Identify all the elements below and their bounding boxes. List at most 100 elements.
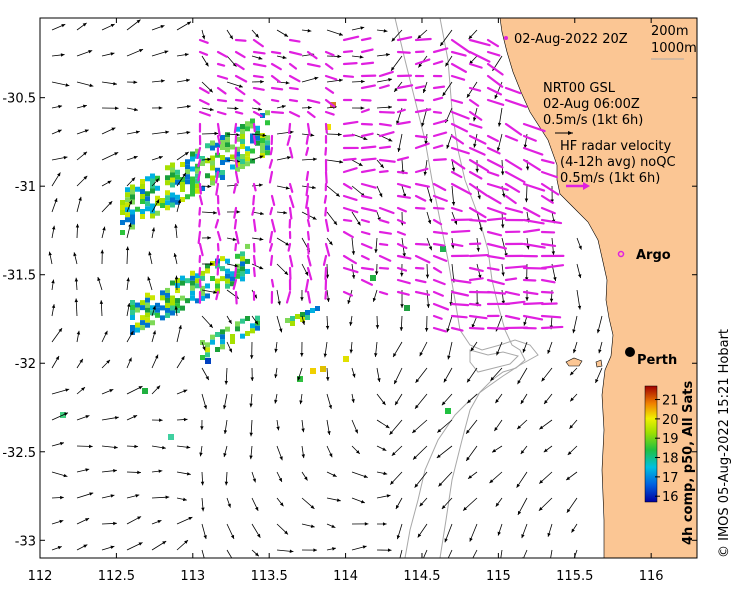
hf-arrow bbox=[396, 120, 411, 126]
gsl-arrow bbox=[468, 29, 478, 40]
hf-arrow bbox=[414, 182, 430, 188]
gsl-arrow bbox=[351, 55, 364, 59]
gsl-arrow bbox=[301, 315, 306, 325]
hf-arrow bbox=[270, 278, 275, 288]
hf-arrow bbox=[396, 108, 406, 114]
x-tick-label: 114 bbox=[333, 569, 358, 584]
x-tick-label: 113 bbox=[180, 569, 205, 584]
hf-arrow bbox=[360, 266, 375, 271]
sst-pixel bbox=[150, 173, 155, 179]
sst-pixel bbox=[142, 388, 148, 394]
y-tick-label: -32.5 bbox=[2, 446, 36, 461]
gsl-arrow bbox=[376, 29, 388, 33]
hf-arrow bbox=[432, 206, 445, 210]
hf-arrow bbox=[450, 50, 467, 57]
gsl-arrow bbox=[51, 355, 60, 369]
hf-arrow bbox=[234, 110, 244, 115]
gsl-arrow bbox=[426, 237, 433, 251]
hf-arrow bbox=[450, 134, 465, 145]
hf-arrow bbox=[324, 122, 328, 134]
sst-pixel bbox=[205, 268, 210, 274]
gsl-arrow bbox=[472, 549, 478, 558]
sst-pixel bbox=[195, 178, 200, 184]
sst-pixel bbox=[310, 308, 315, 313]
gsl-arrow bbox=[572, 315, 578, 334]
gsl-arrow bbox=[276, 237, 290, 246]
hf-arrow bbox=[216, 206, 221, 216]
hf-arrow bbox=[450, 110, 470, 120]
hf-arrow bbox=[342, 194, 358, 202]
gsl-arrow bbox=[390, 55, 403, 72]
hf-arrow bbox=[270, 74, 281, 83]
hf-arrow bbox=[468, 302, 482, 307]
sst-pixel bbox=[200, 275, 205, 281]
gsl-arrow bbox=[349, 315, 353, 326]
gsl-arrow bbox=[571, 523, 578, 533]
sst-pixel bbox=[210, 165, 215, 171]
sst-pixel bbox=[200, 295, 205, 301]
sst-pixel bbox=[225, 268, 230, 274]
hf-arrow bbox=[378, 170, 389, 174]
hf-arrow bbox=[522, 302, 544, 306]
hf-arrow bbox=[540, 290, 554, 294]
hf-arrow bbox=[468, 134, 487, 145]
gsl-arrow bbox=[351, 106, 365, 110]
sst-pixel bbox=[205, 158, 210, 164]
gsl-arrow bbox=[301, 28, 312, 33]
hf-arrow bbox=[450, 146, 470, 155]
gsl-arrow bbox=[249, 419, 253, 437]
gsl-arrow bbox=[251, 549, 260, 557]
gsl-arrow bbox=[51, 441, 65, 447]
hf-arrow bbox=[432, 218, 443, 226]
sst-pixel bbox=[160, 315, 165, 321]
sst-pixel bbox=[140, 305, 145, 311]
sst-pixel bbox=[205, 347, 210, 353]
gsl-arrow bbox=[51, 495, 64, 500]
x-tick-label: 112 bbox=[28, 569, 53, 584]
sst-pixel bbox=[130, 305, 135, 310]
hf-arrow bbox=[198, 50, 209, 56]
gsl-arrow bbox=[301, 419, 305, 433]
gsl-arrow bbox=[126, 516, 142, 525]
sst-pixel bbox=[255, 125, 260, 131]
sst-pixel bbox=[250, 118, 255, 124]
gsl-arrow bbox=[151, 199, 160, 213]
hf-arrow bbox=[522, 146, 544, 156]
sst-pixel bbox=[165, 297, 170, 303]
hf-arrow bbox=[252, 266, 256, 278]
sst-pixel bbox=[170, 167, 175, 173]
gsl-arrow bbox=[151, 385, 161, 395]
sst-pixel bbox=[230, 281, 235, 287]
plot-frame bbox=[39, 17, 698, 559]
sst-pixel bbox=[240, 333, 245, 339]
sst-pixel bbox=[225, 273, 230, 279]
sst-pixel bbox=[175, 174, 180, 180]
gsl-arrow bbox=[200, 471, 205, 486]
sst-pixel bbox=[240, 134, 245, 139]
sst-pixel bbox=[155, 175, 160, 181]
gsl-arrow bbox=[176, 78, 191, 83]
gsl-arrow bbox=[495, 497, 503, 507]
gsl-arrow bbox=[392, 341, 403, 358]
sst-pixel bbox=[185, 194, 190, 200]
sst-pixel bbox=[230, 334, 235, 339]
hf-arrow bbox=[252, 62, 267, 68]
sst-pixel bbox=[175, 303, 180, 309]
sst-pixel bbox=[260, 143, 265, 148]
sst-pixel bbox=[155, 307, 160, 313]
sst-pixel bbox=[245, 156, 250, 162]
hf-arrow bbox=[288, 194, 295, 209]
hf-arrow bbox=[504, 158, 523, 171]
gsl-arrow bbox=[126, 80, 138, 84]
hf-arrow bbox=[486, 326, 509, 330]
hf-arrow bbox=[288, 86, 299, 91]
hf-arrow bbox=[360, 84, 376, 90]
sst-pixel bbox=[190, 290, 195, 296]
sst-pixel bbox=[185, 159, 190, 165]
gsl-arrow bbox=[538, 497, 553, 511]
gsl-arrow bbox=[76, 544, 88, 551]
sst-pixel bbox=[205, 352, 210, 358]
sst-pixel bbox=[150, 310, 155, 316]
colorbar-tick-label: 17 bbox=[662, 471, 679, 486]
hf-legend-avg: (4-12h avg) noQC bbox=[560, 155, 676, 170]
